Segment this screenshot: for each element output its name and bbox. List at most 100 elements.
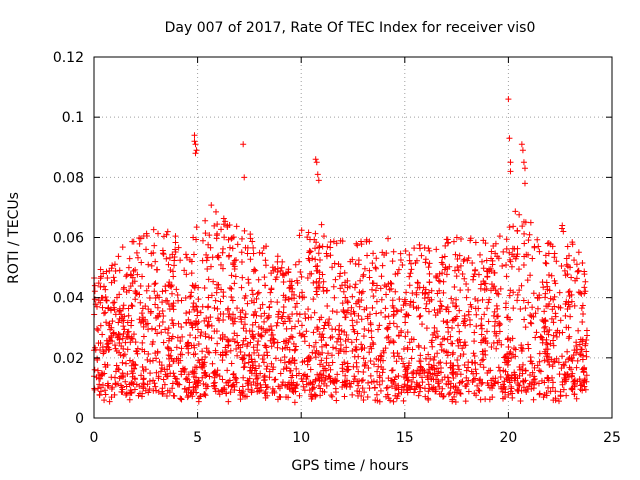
- data-point: [385, 375, 392, 382]
- data-point: [320, 363, 327, 370]
- data-point: [268, 285, 275, 292]
- data-point: [296, 232, 303, 239]
- x-tick-label: 20: [499, 430, 517, 446]
- data-point: [355, 382, 362, 389]
- data-point: [489, 257, 496, 264]
- data-point: [229, 234, 236, 241]
- data-point: [548, 315, 555, 322]
- data-point: [352, 260, 359, 267]
- data-point: [349, 293, 356, 300]
- data-point: [262, 262, 269, 269]
- data-point: [243, 327, 250, 334]
- data-point: [444, 336, 451, 343]
- data-point: [260, 359, 267, 366]
- data-point: [254, 290, 261, 297]
- data-point: [155, 373, 162, 380]
- data-point: [353, 347, 360, 354]
- data-point: [416, 241, 423, 248]
- data-point: [579, 387, 586, 394]
- data-point: [580, 368, 587, 375]
- data-point: [313, 278, 320, 285]
- data-point: [445, 391, 452, 398]
- data-point: [329, 359, 336, 366]
- data-point: [581, 284, 588, 291]
- data-point: [97, 322, 104, 329]
- data-point: [511, 245, 518, 252]
- data-point: [436, 391, 443, 398]
- data-point: [327, 378, 334, 385]
- data-point: [266, 374, 273, 381]
- data-point: [579, 259, 586, 266]
- data-point: [333, 338, 340, 345]
- data-point: [478, 325, 485, 332]
- data-point: [467, 237, 474, 244]
- data-point: [404, 370, 411, 377]
- data-point: [247, 364, 254, 371]
- data-point: [560, 386, 567, 393]
- x-tick-label: 5: [193, 430, 202, 446]
- data-point: [262, 394, 269, 401]
- data-point: [121, 284, 128, 291]
- data-point: [342, 337, 349, 344]
- data-point: [326, 373, 333, 380]
- data-point: [113, 381, 120, 388]
- data-point: [128, 368, 135, 375]
- data-point: [455, 322, 462, 329]
- data-point: [186, 256, 193, 263]
- data-point: [91, 288, 98, 295]
- data-point: [314, 262, 321, 269]
- data-point: [106, 320, 113, 327]
- data-point: [414, 367, 421, 374]
- data-point: [289, 355, 296, 362]
- data-point: [457, 371, 464, 378]
- data-point: [448, 340, 455, 347]
- data-point: [169, 251, 176, 258]
- data-point: [165, 325, 172, 332]
- data-point: [348, 339, 355, 346]
- data-point: [453, 234, 460, 241]
- data-point: [519, 361, 526, 368]
- data-point: [317, 385, 324, 392]
- data-point: [405, 384, 412, 391]
- data-point: [552, 397, 559, 404]
- data-point: [548, 272, 555, 279]
- data-point: [218, 286, 225, 293]
- data-point: [155, 230, 162, 237]
- data-point: [518, 342, 525, 349]
- data-point: [529, 304, 536, 311]
- data-point: [108, 394, 115, 401]
- data-point: [234, 339, 241, 346]
- data-point: [378, 273, 385, 280]
- data-point: [186, 379, 193, 386]
- data-point: [102, 309, 109, 316]
- data-point: [392, 374, 399, 381]
- data-point: [342, 294, 349, 301]
- data-point: [508, 385, 515, 392]
- data-point: [487, 367, 494, 374]
- data-point: [127, 339, 134, 346]
- data-point: [97, 375, 104, 382]
- data-point: [263, 365, 270, 372]
- data-point: [111, 374, 118, 381]
- data-point: [412, 259, 419, 266]
- data-point: [511, 345, 518, 352]
- data-point: [211, 374, 218, 381]
- data-point: [240, 364, 247, 371]
- data-point: [388, 377, 395, 384]
- data-point: [411, 245, 418, 252]
- data-point: [440, 289, 447, 296]
- data-point: [178, 396, 185, 403]
- data-point: [214, 340, 221, 347]
- data-point: [102, 391, 109, 398]
- data-point: [406, 282, 413, 289]
- data-point: [181, 385, 188, 392]
- data-point: [454, 356, 461, 363]
- data-point: [255, 338, 262, 345]
- data-point: [472, 239, 479, 246]
- data-point: [219, 376, 226, 383]
- y-tick-label: 0.08: [53, 170, 84, 186]
- data-point: [201, 390, 208, 397]
- data-point: [563, 392, 570, 399]
- data-point: [331, 380, 338, 387]
- data-point: [225, 313, 232, 320]
